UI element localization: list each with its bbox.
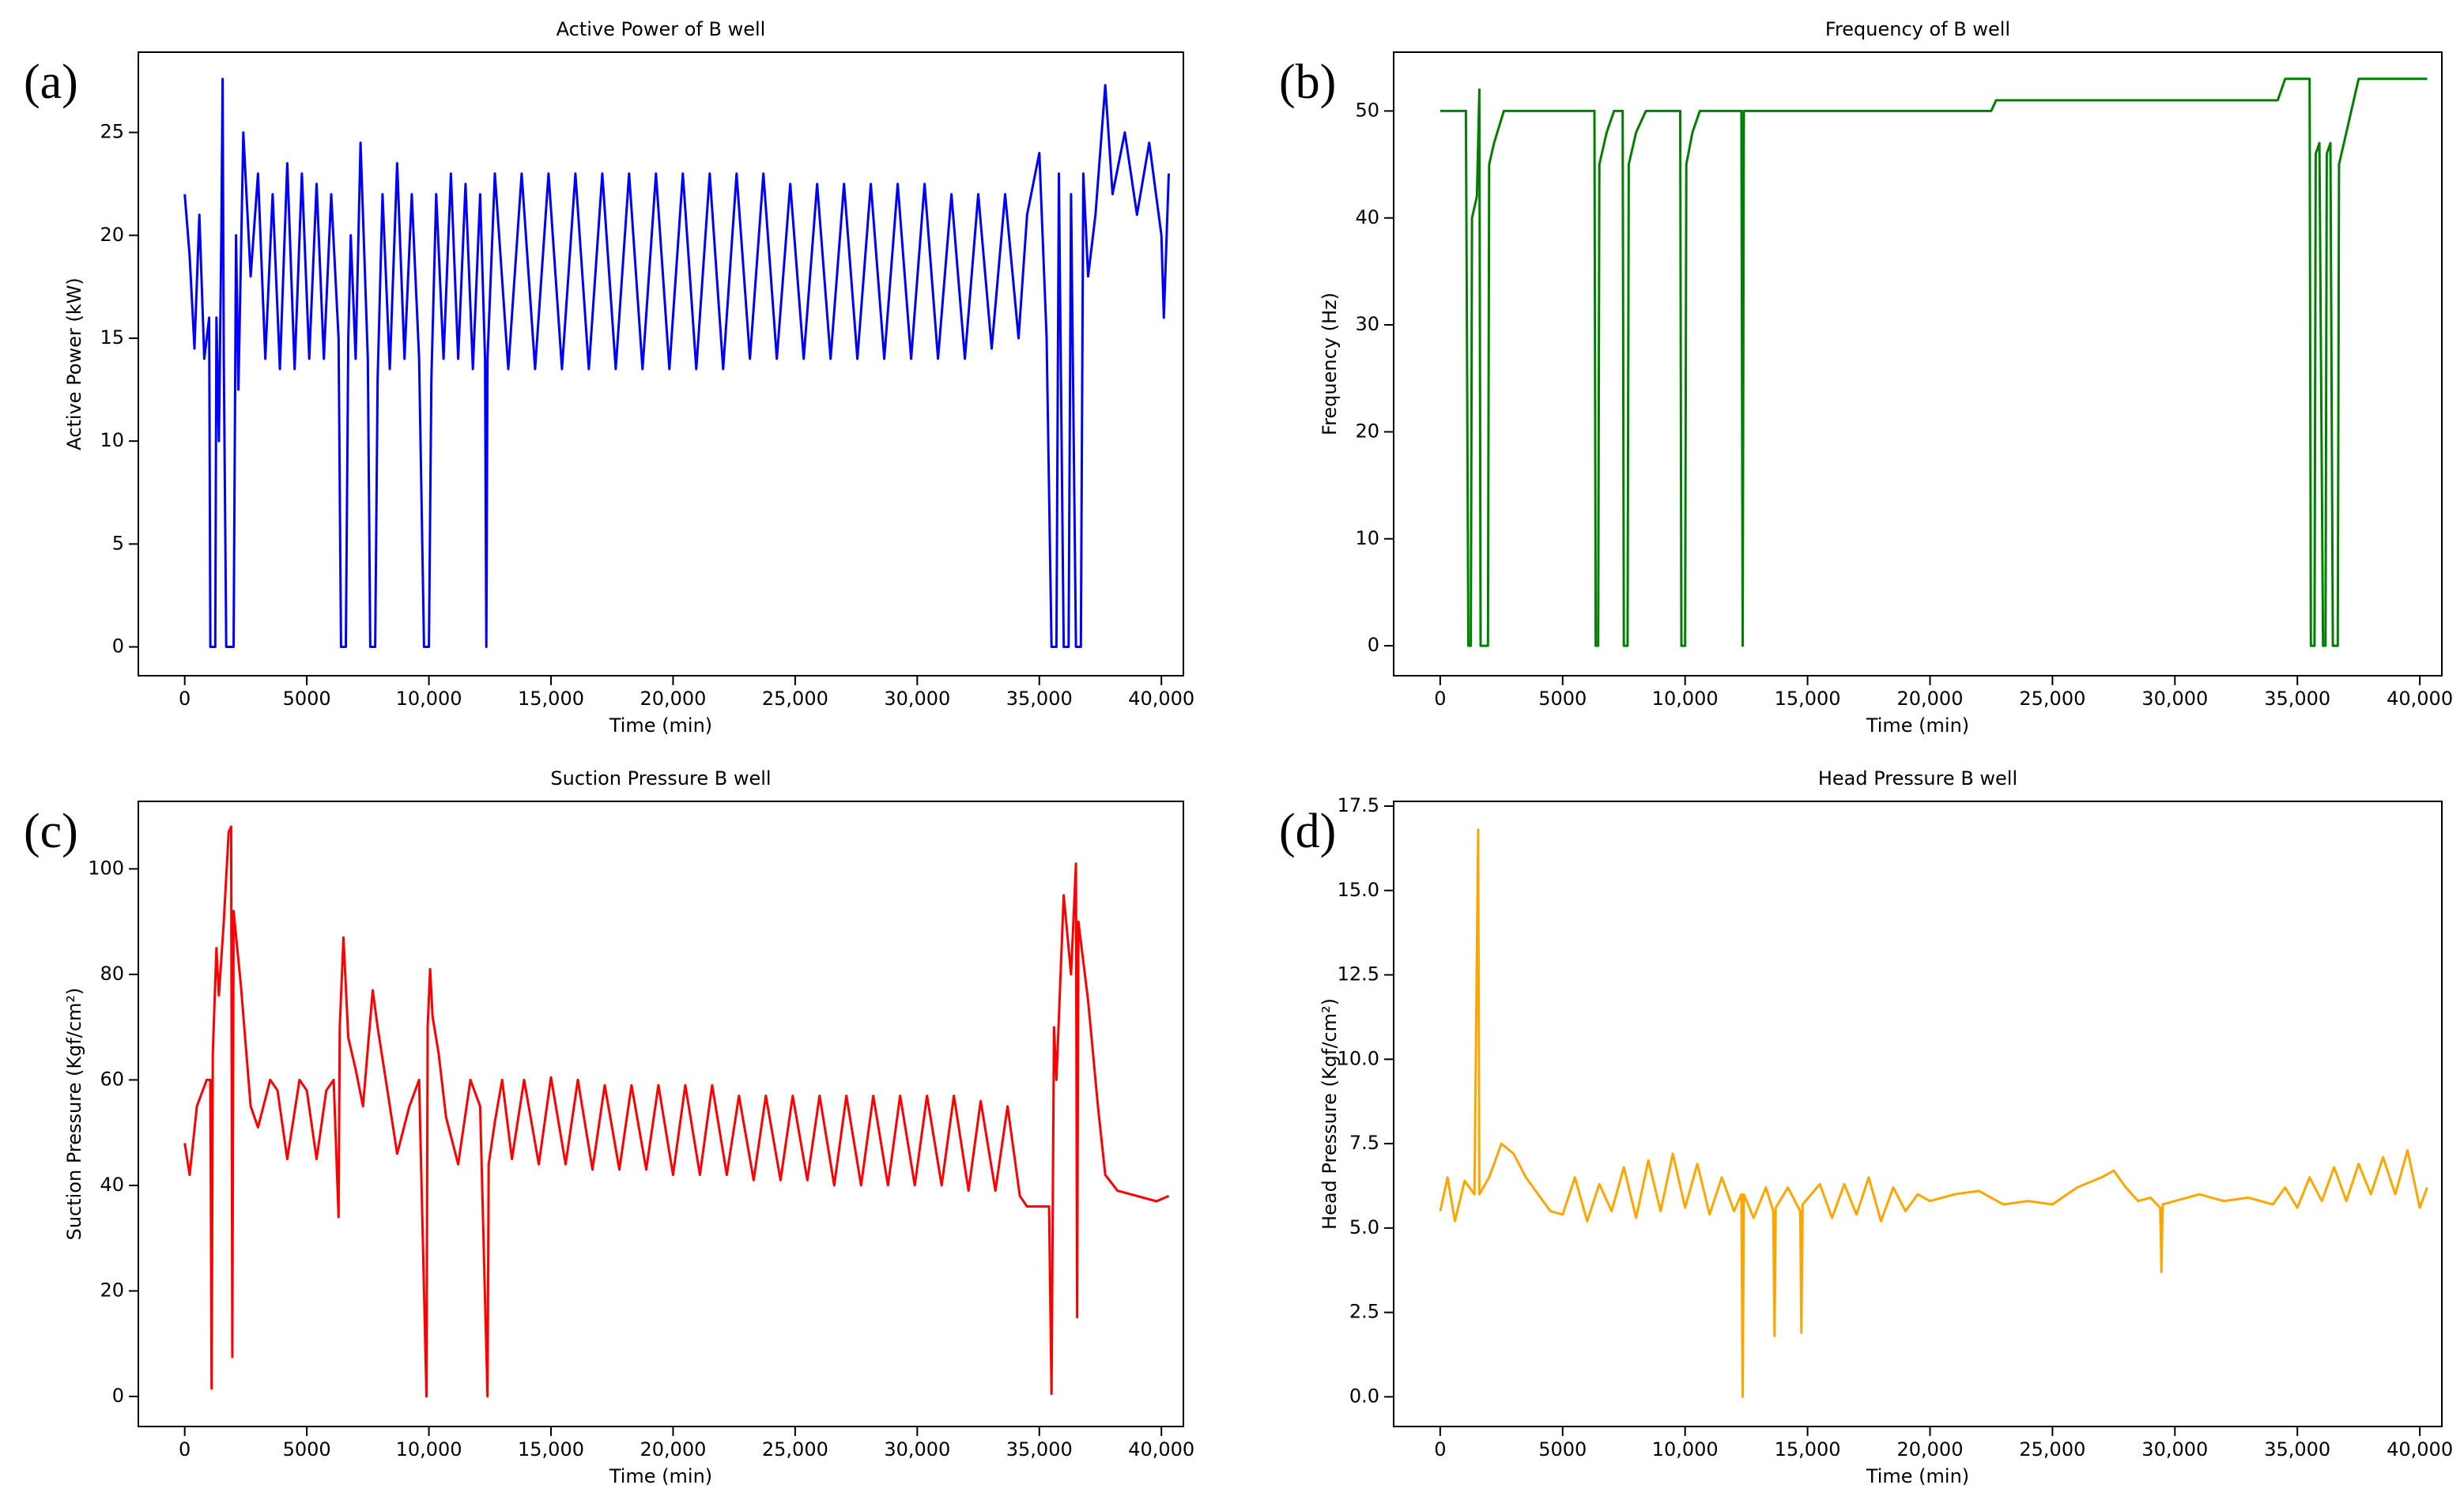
x-axis-label: Time (min) [1866, 1465, 1969, 1487]
x-tick-label: 25,000 [762, 688, 828, 710]
panel-label: (a) [24, 55, 78, 109]
y-axis-label: Frequency (Hz) [1319, 292, 1341, 435]
y-tick-label: 80 [100, 963, 124, 985]
y-tick-label: 15 [100, 326, 124, 349]
x-tick-label: 5000 [283, 688, 331, 710]
y-tick-label: 2.5 [1349, 1301, 1379, 1323]
chart-title: Head Pressure B well [1818, 767, 2017, 790]
panel-label: (c) [24, 805, 78, 858]
chart-title: Active Power of B well [557, 18, 766, 40]
y-tick-label: 30 [1355, 313, 1379, 335]
y-tick-label: 25 [100, 121, 124, 143]
plot-frame [1393, 801, 2443, 1427]
x-tick-label: 20,000 [640, 1438, 706, 1460]
x-axis-label: Time (min) [609, 1465, 712, 1487]
x-tick-label: 40,000 [1128, 1438, 1194, 1460]
x-tick-label: 15,000 [1775, 688, 1841, 710]
x-tick-label: 30,000 [884, 688, 950, 710]
y-tick-label: 10.0 [1338, 1047, 1379, 1069]
x-tick-label: 35,000 [2264, 1438, 2330, 1460]
x-tick-label: 35,000 [1006, 688, 1073, 710]
plot-frame [138, 51, 1184, 677]
y-tick-label: 50 [1355, 99, 1379, 121]
x-tick-label: 25,000 [762, 1438, 828, 1460]
y-tick-label: 20 [1355, 420, 1379, 442]
data-line [1439, 828, 2428, 1398]
chart-title: Frequency of B well [1825, 18, 2010, 40]
plot-frame [138, 801, 1184, 1427]
y-tick-label: 10 [100, 429, 124, 451]
x-tick-label: 40,000 [1128, 688, 1194, 710]
x-tick-label: 25,000 [2019, 1438, 2085, 1460]
x-tick-label: 35,000 [2264, 688, 2330, 710]
chart-title: Suction Pressure B well [550, 767, 771, 790]
x-tick-label: 0 [1434, 1438, 1446, 1460]
y-tick-label: 40 [100, 1174, 124, 1196]
y-tick-label: 0 [112, 635, 124, 658]
y-tick-label: 7.5 [1349, 1132, 1379, 1154]
x-tick-label: 10,000 [396, 1438, 462, 1460]
x-tick-label: 15,000 [518, 1438, 584, 1460]
x-tick-label: 5000 [283, 1438, 331, 1460]
y-tick-label: 100 [88, 857, 124, 879]
y-tick-label: 60 [100, 1068, 124, 1090]
y-tick-label: 20 [100, 1279, 124, 1301]
y-tick-label: 0.0 [1349, 1385, 1379, 1407]
y-axis-label: Suction Pressure (Kgf/cm²) [63, 988, 85, 1241]
x-tick-label: 30,000 [2141, 1438, 2208, 1460]
x-tick-label: 35,000 [1006, 1438, 1073, 1460]
x-tick-label: 30,000 [884, 1438, 950, 1460]
y-axis-label: Head Pressure (Kgf/cm²) [1319, 998, 1341, 1230]
x-tick-label: 10,000 [1652, 1438, 1719, 1460]
x-tick-label: 20,000 [1896, 1438, 1963, 1460]
panel-label: (d) [1279, 805, 1336, 858]
y-axis-label: Active Power (kW) [63, 277, 85, 450]
x-tick-label: 30,000 [2141, 688, 2208, 710]
x-tick-label: 40,000 [2387, 688, 2453, 710]
x-tick-label: 0 [179, 688, 191, 710]
x-tick-label: 5000 [1538, 688, 1587, 710]
x-tick-label: 0 [1434, 688, 1446, 710]
y-tick-label: 15.0 [1338, 879, 1379, 901]
x-tick-label: 5000 [1538, 1438, 1587, 1460]
x-tick-label: 15,000 [518, 688, 584, 710]
data-line [183, 77, 1170, 648]
panel-label: (b) [1279, 55, 1336, 109]
y-tick-label: 40 [1355, 206, 1379, 228]
y-tick-label: 0 [1368, 634, 1379, 656]
y-tick-label: 20 [100, 224, 124, 246]
y-tick-label: 0 [112, 1385, 124, 1407]
x-tick-label: 25,000 [2019, 688, 2085, 710]
plot-frame [1393, 51, 2443, 677]
x-axis-label: Time (min) [1866, 714, 1969, 737]
data-line [183, 825, 1170, 1398]
x-tick-label: 15,000 [1775, 1438, 1841, 1460]
y-tick-label: 17.5 [1338, 794, 1379, 816]
y-tick-label: 10 [1355, 527, 1379, 549]
data-line [1440, 77, 2428, 647]
y-tick-label: 5 [112, 532, 124, 554]
x-tick-label: 20,000 [640, 688, 706, 710]
y-tick-label: 5.0 [1349, 1216, 1379, 1238]
x-tick-label: 40,000 [2387, 1438, 2453, 1460]
x-tick-label: 20,000 [1896, 688, 1963, 710]
y-tick-label: 12.5 [1338, 963, 1379, 986]
x-tick-label: 10,000 [1652, 688, 1719, 710]
x-tick-label: 0 [179, 1438, 191, 1460]
x-axis-label: Time (min) [609, 714, 712, 737]
x-tick-label: 10,000 [396, 688, 462, 710]
